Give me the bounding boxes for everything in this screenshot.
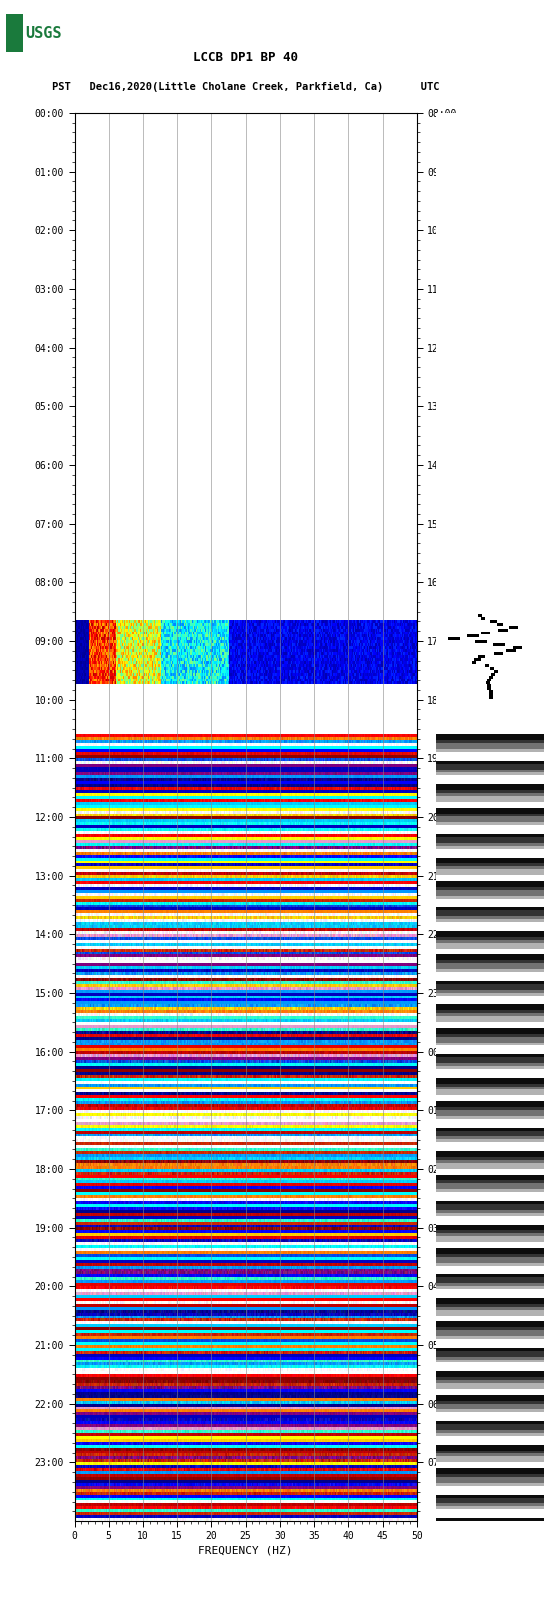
Text: USGS: USGS [25,26,62,42]
X-axis label: FREQUENCY (HZ): FREQUENCY (HZ) [198,1545,293,1555]
Text: PST   Dec16,2020(Little Cholane Creek, Parkfield, Ca)      UTC: PST Dec16,2020(Little Cholane Creek, Par… [52,82,439,92]
Text: LCCB DP1 BP 40: LCCB DP1 BP 40 [193,50,298,65]
Bar [6,13,23,52]
